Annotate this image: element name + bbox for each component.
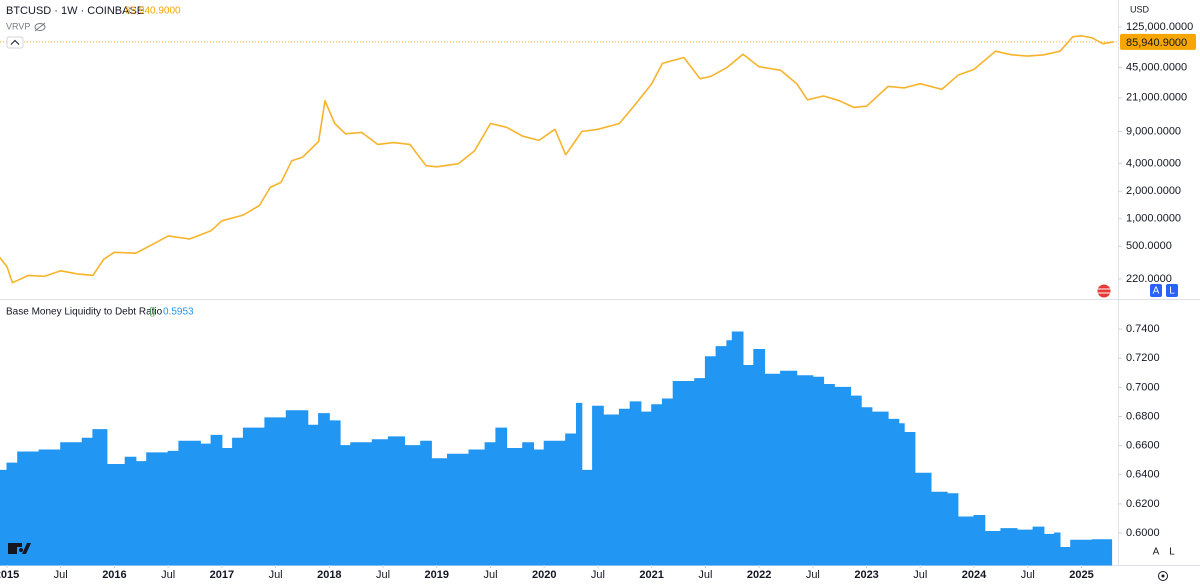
- y-tick-label: 45,000.0000: [1126, 61, 1187, 73]
- indicator-icon[interactable]: {}: [149, 307, 156, 318]
- y-tick-label: 0.6600: [1126, 440, 1160, 452]
- vrvp-label[interactable]: VRVP: [6, 21, 30, 31]
- y-tick-label: 21,000.0000: [1126, 92, 1187, 104]
- legend-price: 85,940.9000: [125, 6, 181, 17]
- x-tick-label: 2018: [317, 569, 341, 581]
- x-tick-label: Jul: [591, 569, 605, 581]
- y-tick-label: 0.6000: [1126, 527, 1160, 539]
- y-tick-label: 4,000.0000: [1126, 158, 1181, 170]
- y-tick-label: 500.0000: [1126, 240, 1172, 252]
- log-label[interactable]: L: [1169, 547, 1175, 558]
- y-tick-label: 2,000.0000: [1126, 185, 1181, 197]
- symbol-title[interactable]: BTCUSD · 1W · COINBASE: [6, 5, 144, 17]
- x-tick-label: Jul: [913, 569, 927, 581]
- plot: [0, 35, 1118, 566]
- indicator-value: 0.5953: [163, 307, 194, 318]
- x-tick-label: 2019: [425, 569, 449, 581]
- x-tick-label: Jul: [483, 569, 497, 581]
- y-tick-label: 125,000.0000: [1126, 21, 1193, 33]
- x-tick-label: Jul: [806, 569, 820, 581]
- y-tick-label: 9,000.0000: [1126, 125, 1181, 137]
- log-button-label: L: [1169, 286, 1175, 297]
- y-tick-label: 0.6800: [1126, 410, 1160, 422]
- y-tick-label: 1,000.0000: [1126, 213, 1181, 225]
- price-line: [0, 35, 1114, 284]
- x-tick-label: Jul: [269, 569, 283, 581]
- y-tick-label: 0.6400: [1126, 469, 1160, 481]
- flag-icon[interactable]: [1096, 283, 1112, 299]
- x-tick-label: 2015: [0, 569, 19, 581]
- last-price-badge: [1120, 33, 1196, 50]
- x-tick-label: 2020: [532, 569, 556, 581]
- x-tick-label: 2023: [854, 569, 878, 581]
- y-tick-label: 0.7400: [1126, 323, 1160, 335]
- x-tick-label: Jul: [698, 569, 712, 581]
- collapse-icon: [10, 39, 20, 45]
- auto-button[interactable]: [1150, 284, 1162, 297]
- eye-icon[interactable]: [34, 22, 46, 32]
- x-tick-label: Jul: [54, 569, 68, 581]
- y-tick-label: 0.7000: [1126, 381, 1160, 393]
- settings-icon[interactable]: [1158, 571, 1168, 581]
- x-tick-label: Jul: [161, 569, 175, 581]
- log-button[interactable]: [1166, 284, 1178, 297]
- x-tick-label: 2024: [962, 569, 987, 581]
- collapse-button[interactable]: [6, 36, 24, 49]
- auto-label[interactable]: A: [1153, 547, 1160, 558]
- y-tick-label: 0.6200: [1126, 498, 1160, 510]
- x-tick-label: 2021: [639, 569, 663, 581]
- x-tick-label: 2022: [747, 569, 771, 581]
- x-tick-label: 2017: [210, 569, 234, 581]
- indicator-title[interactable]: Base Money Liquidity to Debt Ratio: [6, 307, 163, 318]
- last-price-badge-label: 85,940.9000: [1126, 37, 1187, 49]
- x-tick-label: Jul: [1021, 569, 1035, 581]
- auto-button-label: A: [1153, 286, 1160, 297]
- x-tick-label: Jul: [376, 569, 390, 581]
- tv-logo[interactable]: [8, 543, 31, 554]
- currency-label[interactable]: USD: [1130, 4, 1150, 14]
- x-tick-label: 2016: [102, 569, 126, 581]
- x-tick-label: 2025: [1069, 569, 1093, 581]
- y-tick-label: 0.7200: [1126, 352, 1160, 364]
- y-tick-label: 220.0000: [1126, 273, 1172, 285]
- ratio-area: [0, 331, 1113, 566]
